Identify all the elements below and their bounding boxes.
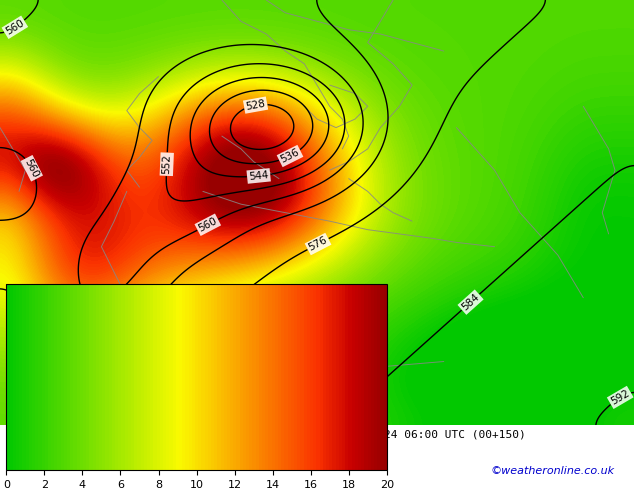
Text: 528: 528 <box>245 98 266 112</box>
Text: Height 500 hPa Spread mean+σ [gpdm] ECMWF    We 05-06-2024 06:00 UTC (00+150): Height 500 hPa Spread mean+σ [gpdm] ECMW… <box>6 431 526 441</box>
Text: 552: 552 <box>161 154 172 174</box>
Text: 576: 576 <box>307 235 329 253</box>
Text: 568: 568 <box>141 298 161 319</box>
Text: 560: 560 <box>23 157 41 179</box>
Text: ©weatheronline.co.uk: ©weatheronline.co.uk <box>491 466 615 476</box>
Text: 544: 544 <box>249 170 269 182</box>
Text: 560: 560 <box>197 216 219 234</box>
Text: 584: 584 <box>460 292 481 313</box>
Text: 560: 560 <box>4 18 26 37</box>
Text: 592: 592 <box>609 388 631 407</box>
Text: 536: 536 <box>279 147 301 165</box>
